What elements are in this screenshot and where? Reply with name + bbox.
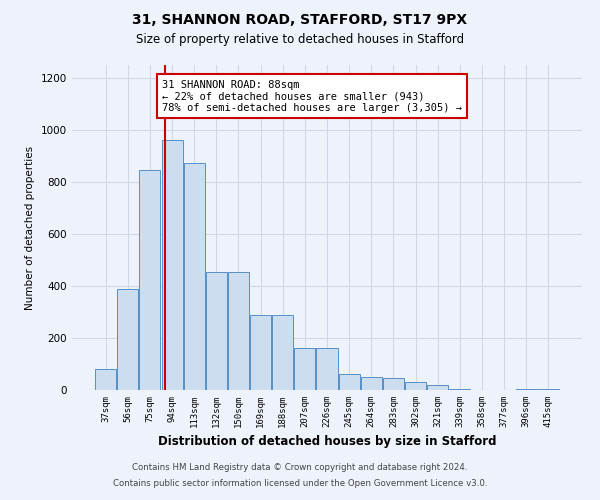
Bar xyxy=(316,348,338,390)
Y-axis label: Number of detached properties: Number of detached properties xyxy=(25,146,35,310)
Text: Contains HM Land Registry data © Crown copyright and database right 2024.: Contains HM Land Registry data © Crown c… xyxy=(132,464,468,472)
Text: 31 SHANNON ROAD: 88sqm
← 22% of detached houses are smaller (943)
78% of semi-de: 31 SHANNON ROAD: 88sqm ← 22% of detached… xyxy=(162,80,462,113)
Bar xyxy=(361,377,382,390)
Bar xyxy=(118,288,139,390)
Bar xyxy=(449,388,470,390)
Bar xyxy=(161,140,182,390)
Text: 31, SHANNON ROAD, STAFFORD, ST17 9PX: 31, SHANNON ROAD, STAFFORD, ST17 9PX xyxy=(133,12,467,26)
Bar xyxy=(427,385,448,390)
Bar xyxy=(515,388,536,390)
Bar xyxy=(206,272,227,390)
Text: Size of property relative to detached houses in Stafford: Size of property relative to detached ho… xyxy=(136,32,464,46)
Bar xyxy=(295,348,316,390)
Bar xyxy=(228,272,249,390)
Bar xyxy=(272,314,293,390)
X-axis label: Distribution of detached houses by size in Stafford: Distribution of detached houses by size … xyxy=(158,436,496,448)
Bar xyxy=(538,388,559,390)
Bar xyxy=(405,382,426,390)
Bar xyxy=(139,170,160,390)
Text: Contains public sector information licensed under the Open Government Licence v3: Contains public sector information licen… xyxy=(113,478,487,488)
Bar xyxy=(383,378,404,390)
Bar xyxy=(338,374,359,390)
Bar xyxy=(250,314,271,390)
Bar xyxy=(184,162,205,390)
Bar xyxy=(95,369,116,390)
